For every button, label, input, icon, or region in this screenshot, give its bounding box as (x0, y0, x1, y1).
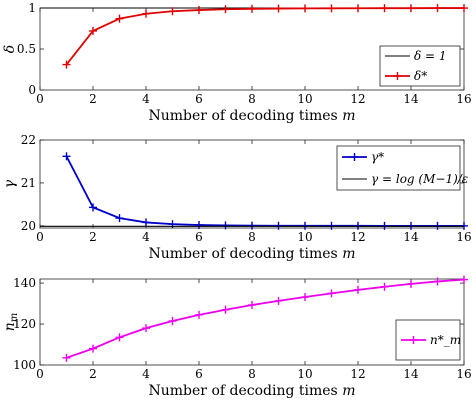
n-m-x-axis-label: Number of decoding times m (149, 383, 356, 399)
delta-series-1-point (89, 26, 97, 35)
n-m-series-0-point (407, 279, 415, 288)
delta-x-axis-label: Number of decoding times m (149, 108, 356, 124)
gamma-x-tick-label: 0 (36, 230, 44, 244)
delta-series-1-point (115, 14, 124, 23)
gamma-series-0-point (115, 214, 124, 223)
panel-delta: 0 2 4 6 8 10 12 14 16 0 0.5 1 Number of decoding tim… (2, 1, 472, 124)
gamma-series-0-point (274, 221, 283, 230)
gamma-y-axis-label: γ (2, 179, 18, 188)
n-m-x-tick-label: 16 (456, 367, 471, 381)
gamma-x-tick-label: 4 (142, 230, 150, 244)
gamma-legend: γ* γ = log (M−1)/ε (336, 145, 468, 191)
delta-series-1-point (354, 4, 362, 13)
gamma-y-tick-label: 21 (21, 176, 36, 190)
n-m-x-tick-label: 12 (350, 367, 365, 381)
gamma-legend-label: γ* (371, 150, 384, 164)
n-m-series-0-point (168, 316, 177, 325)
panel-n-m: 0 2 4 6 8 10 12 14 16 100 120 140 Number of decoding… (2, 275, 472, 399)
n-m-legend-label: n*_m (430, 333, 461, 347)
n-m-series-0-point (115, 333, 124, 342)
n-m-y-axis-label: nm (2, 313, 20, 332)
n-m-series-0-point (327, 289, 336, 298)
n-m-series-0-line (66, 278, 465, 359)
n-m-series-0-point (380, 282, 389, 291)
delta-series-1-point (327, 4, 336, 13)
n-m-series-0-point (89, 344, 97, 353)
delta-series-1-point (407, 4, 415, 13)
n-m-series-0-point (248, 301, 256, 310)
gamma-x-tick-label: 8 (248, 230, 256, 244)
gamma-series-0-point (89, 203, 97, 212)
gamma-legend-label: γ = log (M−1)/ε (371, 172, 468, 186)
n-m-x-tick-label: 10 (297, 367, 312, 381)
n-m-x-tick-label: 2 (89, 367, 97, 381)
n-m-series-0-point (354, 285, 362, 294)
gamma-x-tick-label: 6 (195, 230, 203, 244)
delta-series-1-point (221, 5, 230, 14)
gamma-series-0-point (195, 220, 203, 229)
gamma-y-tick-label: 22 (21, 133, 36, 147)
n-m-x-tick-label: 0 (36, 367, 44, 381)
gamma-y-tick-label: 20 (21, 219, 36, 233)
gamma-x-tick-label: 12 (350, 230, 365, 244)
gamma-x-tick-label: 14 (403, 230, 419, 244)
n-m-axes-box (39, 278, 465, 366)
delta-x-tick-label: 12 (350, 92, 365, 106)
delta-series-1-point (274, 4, 283, 13)
n-m-x-tick-label: 14 (403, 367, 419, 381)
gamma-x-tick-label: 2 (89, 230, 97, 244)
n-m-series-0-point (274, 296, 283, 305)
delta-legend: δ = 1 δ* (379, 45, 461, 87)
panel-gamma: 0 2 4 6 8 10 12 14 16 20 21 22 Number of decoding ti… (2, 133, 472, 262)
delta-series-1-point (168, 7, 177, 16)
delta-legend-label: δ = 1 (414, 49, 447, 63)
gamma-series-0-point (142, 218, 150, 227)
gamma-legend-box (336, 145, 461, 191)
delta-series-1-point (460, 4, 468, 13)
gamma-x-tick-label: 10 (297, 230, 312, 244)
delta-series-1-point (433, 4, 442, 13)
delta-x-tick-label: 16 (456, 92, 471, 106)
n-m-x-tick-label: 6 (195, 367, 203, 381)
n-m-x-tick-label: 4 (142, 367, 150, 381)
delta-series-1-point (142, 9, 150, 18)
delta-series-1-point (195, 6, 203, 15)
n-m-y-tick-label: 140 (13, 276, 36, 290)
delta-x-tick-label: 4 (142, 92, 150, 106)
n-m-series-0-point (460, 275, 468, 284)
delta-y-tick-label: 1 (28, 1, 36, 15)
n-m-series-0-point (301, 293, 309, 302)
delta-x-tick-label: 10 (297, 92, 312, 106)
gamma-series-0-point (62, 152, 71, 161)
n-m-series-0-point (221, 305, 230, 314)
delta-series-1-line (65, 7, 464, 66)
delta-legend-box (379, 45, 461, 87)
gamma-series-0-point (221, 221, 230, 230)
delta-series-1-point (62, 60, 71, 69)
n-m-x-tick-label: 8 (248, 367, 256, 381)
n-m-series-0-point (433, 277, 442, 286)
delta-x-tick-label: 0 (36, 92, 44, 106)
delta-y-axis-label: δ (2, 45, 18, 53)
delta-series-1-point (248, 4, 256, 13)
n-m-y-tick-label: 100 (13, 358, 36, 372)
delta-y-tick-label: 0.5 (17, 42, 36, 56)
delta-x-tick-label: 2 (89, 92, 97, 106)
n-m-y-tick-label: 120 (13, 317, 36, 331)
delta-x-tick-label: 14 (403, 92, 419, 106)
delta-series-1-point (380, 4, 389, 13)
delta-y-tick-label: 0 (28, 83, 36, 97)
delta-x-tick-label: 8 (248, 92, 256, 106)
n-m-series-0-point (62, 353, 71, 362)
delta-legend-label: δ* (414, 69, 427, 83)
gamma-series-0-point (248, 221, 256, 230)
delta-series-1-point (301, 4, 309, 13)
n-m-legend: n*_m (395, 319, 461, 361)
delta-x-tick-label: 6 (195, 92, 203, 106)
gamma-x-axis-label: Number of decoding times m (149, 246, 356, 262)
n-m-series-0-point (142, 324, 150, 333)
n-m-series-0-point (195, 310, 203, 319)
gamma-x-tick-label: 16 (456, 230, 471, 244)
